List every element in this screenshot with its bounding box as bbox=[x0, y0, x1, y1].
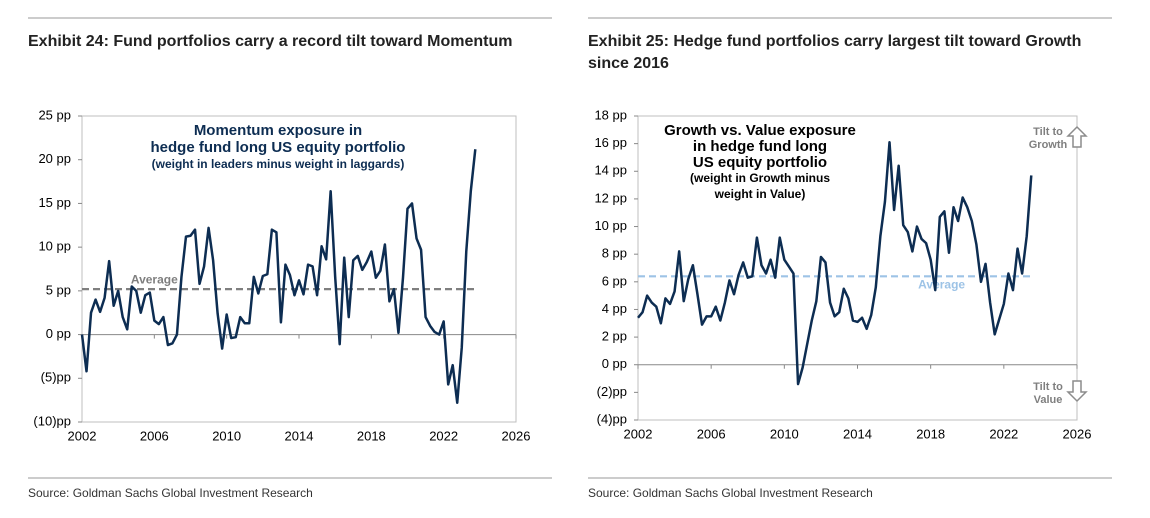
y-tick-label: (10)pp bbox=[33, 413, 71, 428]
y-tick-label: 12 pp bbox=[594, 190, 627, 205]
x-tick-label: 2014 bbox=[285, 428, 314, 443]
x-tick-label: 2018 bbox=[357, 428, 386, 443]
x-tick-label: 2002 bbox=[624, 426, 653, 441]
x-tick-label: 2010 bbox=[212, 428, 241, 443]
average-label: Average bbox=[131, 272, 178, 286]
chart-title: Exhibit 24: Fund portfolios carry a reco… bbox=[28, 33, 513, 50]
x-tick-label: 2018 bbox=[916, 426, 945, 441]
x-tick-label: 2006 bbox=[697, 426, 726, 441]
annotation: in hedge fund long bbox=[693, 138, 827, 155]
title-line: since 2016 bbox=[588, 55, 669, 72]
x-tick-label: 2026 bbox=[502, 428, 531, 443]
y-tick-label: 15 pp bbox=[38, 195, 71, 210]
plot-frame bbox=[637, 115, 1078, 421]
y-tick-label: (2)pp bbox=[597, 384, 627, 399]
annotation: (weight in leaders minus weight in lagga… bbox=[152, 157, 405, 171]
title-line: Exhibit 25: Hedge fund portfolios carry … bbox=[588, 33, 1081, 50]
y-tick-label: (4)pp bbox=[597, 411, 627, 426]
x-tick-label: 2026 bbox=[1063, 426, 1092, 441]
source-note: Source: Goldman Sachs Global Investment … bbox=[588, 486, 873, 500]
y-tick-label: 10 pp bbox=[38, 239, 71, 254]
x-tick-label: 2002 bbox=[68, 428, 97, 443]
tilt-label: Tilt to bbox=[1033, 126, 1063, 138]
x-tick-label: 2006 bbox=[140, 428, 169, 443]
annotation: Momentum exposure in bbox=[194, 122, 362, 139]
x-tick-label: 2010 bbox=[770, 426, 799, 441]
y-tick-label: 16 pp bbox=[594, 135, 627, 150]
arrow-up bbox=[1066, 125, 1088, 148]
y-tick-label: 0 pp bbox=[602, 356, 627, 371]
series-line bbox=[637, 141, 1033, 386]
series-line bbox=[80, 149, 477, 405]
y-tick-label: 20 pp bbox=[38, 151, 71, 166]
average-label: Average bbox=[918, 277, 965, 291]
title-line: Exhibit 24: Fund portfolios carry a reco… bbox=[28, 33, 513, 50]
y-tick-label: 14 pp bbox=[594, 163, 627, 178]
chart-title: Exhibit 25: Hedge fund portfolios carry … bbox=[588, 33, 1081, 72]
tilt-label: Growth bbox=[1029, 139, 1068, 151]
y-tick-label: (5)pp bbox=[41, 370, 71, 385]
annotation: US equity portfolio bbox=[693, 154, 827, 171]
x-tick-label: 2014 bbox=[843, 426, 872, 441]
y-tick-label: 0 pp bbox=[46, 326, 71, 341]
annotation: hedge fund long US equity portfolio bbox=[151, 139, 406, 156]
annotation: weight in Value) bbox=[714, 187, 806, 201]
y-tick-label: 10 pp bbox=[594, 218, 627, 233]
annotation: (weight in Growth minus bbox=[690, 171, 830, 185]
plot-frame bbox=[81, 115, 517, 423]
tilt-label: Value bbox=[1034, 394, 1063, 406]
x-tick-label: 2022 bbox=[989, 426, 1018, 441]
annotation: Growth vs. Value exposure bbox=[664, 122, 856, 139]
y-tick-label: 8 pp bbox=[602, 246, 627, 261]
y-tick-label: 2 pp bbox=[602, 329, 627, 344]
x-tick-label: 2022 bbox=[429, 428, 458, 443]
tilt-label: Tilt to bbox=[1033, 381, 1063, 393]
y-tick-label: 6 pp bbox=[602, 273, 627, 288]
y-tick-label: 25 pp bbox=[38, 107, 71, 122]
source-note: Source: Goldman Sachs Global Investment … bbox=[28, 486, 313, 500]
arrow-down bbox=[1066, 380, 1088, 403]
y-tick-label: 18 pp bbox=[594, 107, 627, 122]
y-tick-label: 5 pp bbox=[46, 282, 71, 297]
y-tick-label: 4 pp bbox=[602, 301, 627, 316]
